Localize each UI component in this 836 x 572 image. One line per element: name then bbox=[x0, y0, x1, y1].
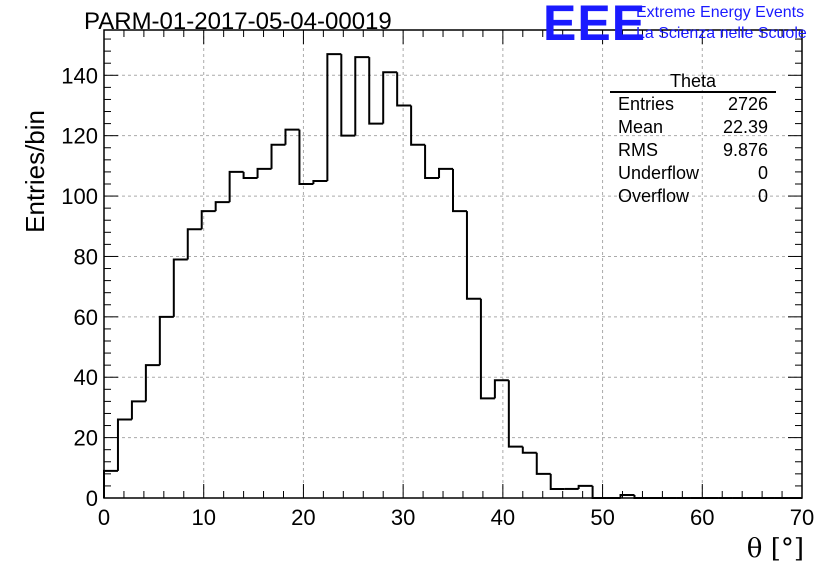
stats-rows: Entries 2726 Mean 22.39 RMS 9.876 Underflow 0 Ov… bbox=[610, 93, 776, 208]
y-tick-label: 60 bbox=[74, 305, 98, 330]
stats-label: Overflow bbox=[618, 186, 690, 206]
histogram-bin bbox=[312, 179, 328, 184]
stats-label: Mean bbox=[618, 117, 664, 137]
eee-logo: EEE bbox=[543, 0, 647, 51]
x-tick-label: 10 bbox=[191, 505, 215, 530]
stats-value: 9.876 bbox=[722, 140, 768, 160]
histogram-bin bbox=[116, 418, 132, 471]
histogram-bin bbox=[396, 72, 412, 107]
y-axis-label: Entries/bin bbox=[20, 110, 50, 233]
stats-label: Entries bbox=[618, 94, 675, 114]
y-tick-label: 120 bbox=[61, 124, 98, 149]
x-axis-label: θ [°] bbox=[746, 534, 804, 564]
histogram-bin bbox=[130, 400, 146, 420]
histogram-bin bbox=[326, 53, 342, 181]
logo-line-2: La Scienza nelle Scuole bbox=[636, 25, 807, 42]
stats-value: 0 bbox=[757, 186, 768, 206]
stats-row: RMS 9.876 bbox=[610, 139, 776, 162]
x-tick-label: 0 bbox=[98, 505, 110, 530]
histogram-bin bbox=[438, 167, 453, 178]
plot-frame bbox=[103, 29, 803, 499]
stats-label: Underflow bbox=[618, 163, 700, 183]
histogram-bin bbox=[340, 54, 356, 137]
histogram-bin bbox=[270, 143, 286, 169]
histogram-bin bbox=[410, 105, 426, 146]
x-tick-label: 50 bbox=[590, 505, 614, 530]
stats-value: 2726 bbox=[727, 94, 768, 114]
stats-box: Theta Entries 2726 Mean 22.39 RMS 9.876 Underf… bbox=[610, 72, 776, 208]
histogram-bin bbox=[186, 228, 202, 260]
y-tick-label: 40 bbox=[74, 365, 98, 390]
histogram-bin bbox=[103, 469, 118, 498]
histogram-bin bbox=[619, 493, 635, 498]
histogram-bin bbox=[368, 57, 384, 125]
y-tick-label: 140 bbox=[61, 63, 98, 88]
stats-row: Overflow 0 bbox=[610, 185, 776, 208]
histogram-bin bbox=[228, 170, 244, 203]
histogram-bin bbox=[424, 144, 440, 179]
histogram-bin bbox=[535, 452, 551, 475]
histogram-bin bbox=[521, 446, 537, 454]
histogram-bin bbox=[200, 210, 216, 230]
histogram-bin bbox=[242, 171, 258, 179]
x-tick-label: 30 bbox=[391, 505, 415, 530]
stats-row: Mean 22.39 bbox=[610, 116, 776, 139]
x-tick-label: 60 bbox=[690, 505, 714, 530]
stats-value: 22.39 bbox=[722, 117, 768, 137]
y-tick-label: 100 bbox=[61, 184, 98, 209]
stats-label: RMS bbox=[618, 140, 658, 160]
histogram-bin bbox=[591, 485, 607, 499]
y-tick-label: 20 bbox=[74, 426, 98, 451]
histogram-bin bbox=[284, 128, 300, 145]
x-tick-label: 70 bbox=[790, 505, 814, 530]
logo-line-1: Extreme Energy Events bbox=[636, 4, 805, 21]
histogram-bin bbox=[452, 168, 467, 213]
stats-row: Entries 2726 bbox=[610, 93, 776, 116]
stats-value: 0 bbox=[757, 163, 768, 183]
x-tick-label: 20 bbox=[291, 505, 315, 530]
stats-row: Underflow 0 bbox=[610, 162, 776, 185]
chart-title: PARM-01-2017-05-04-00019 bbox=[84, 8, 392, 35]
histogram-bin bbox=[465, 211, 481, 300]
histogram-bin bbox=[172, 258, 188, 317]
histogram-bin bbox=[214, 201, 230, 212]
histogram-bin bbox=[144, 364, 160, 402]
y-tick-label: 0 bbox=[86, 486, 98, 511]
histogram-bin bbox=[549, 473, 565, 490]
histogram-bin bbox=[298, 129, 314, 185]
stats-title: Theta bbox=[610, 72, 776, 93]
x-tick-label: 40 bbox=[491, 505, 515, 530]
histogram-bin bbox=[158, 315, 174, 366]
histogram-bin bbox=[577, 484, 593, 489]
histogram-bin bbox=[382, 71, 398, 124]
y-tick-label: 80 bbox=[74, 244, 98, 269]
histogram-bin bbox=[354, 56, 370, 136]
histogram-bin bbox=[507, 380, 523, 448]
histogram-bin bbox=[256, 167, 272, 178]
histogram-bin bbox=[493, 379, 509, 399]
histogram-bin bbox=[479, 298, 495, 400]
